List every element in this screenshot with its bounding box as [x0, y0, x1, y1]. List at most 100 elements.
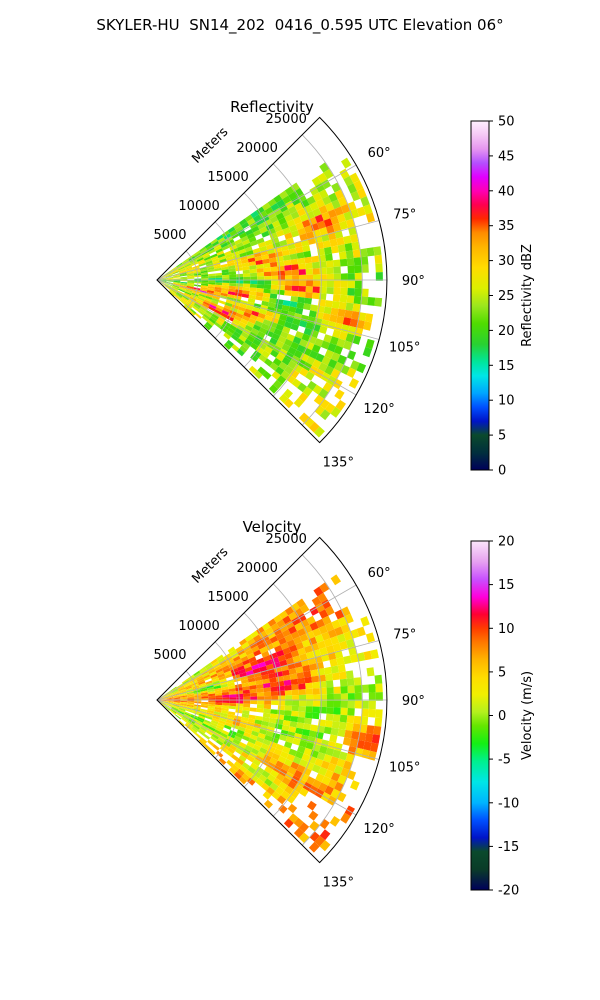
echo-bin — [214, 690, 222, 694]
echo-bin — [228, 285, 236, 290]
echo-bin — [273, 207, 282, 216]
echo-bin — [216, 654, 224, 661]
echo-bin — [296, 252, 305, 259]
echo-bin — [166, 701, 174, 704]
echo-bin — [326, 707, 334, 715]
echo-bin — [222, 277, 230, 281]
echo-bin — [223, 320, 231, 328]
echo-bin — [268, 722, 276, 729]
echo-bin — [265, 330, 274, 338]
echo-bin — [207, 739, 215, 747]
echo-bin — [221, 691, 230, 696]
echo-bin — [207, 686, 215, 691]
echo-bin — [187, 703, 195, 706]
echo-bin — [261, 350, 271, 359]
echo-bin — [326, 680, 334, 688]
echo-bin — [288, 205, 297, 215]
echo-bin — [270, 769, 279, 778]
echo-bin — [336, 338, 346, 348]
echo-bin — [232, 721, 241, 727]
echo-bin — [269, 297, 277, 304]
echo-bin — [257, 280, 265, 285]
echo-bin — [185, 686, 193, 690]
echo-bin — [180, 283, 187, 286]
echo-bin — [196, 257, 204, 262]
echo-bin — [356, 319, 365, 330]
echo-bin — [340, 693, 348, 701]
echo-bin — [208, 700, 216, 703]
echo-bin — [216, 250, 225, 256]
echo-bin — [284, 710, 292, 716]
echo-bin — [201, 280, 209, 283]
echo-bin — [286, 219, 296, 228]
echo-bin — [221, 271, 230, 276]
echo-bin — [285, 237, 295, 245]
echo-bin — [325, 713, 334, 721]
echo-bin — [172, 690, 179, 694]
echo-bin — [353, 295, 362, 305]
reflectivity-sector-frame — [156, 116, 388, 444]
echo-bin — [159, 280, 166, 284]
echo-bin — [371, 734, 381, 744]
echo-bin — [208, 275, 216, 279]
echo-bin — [240, 318, 249, 325]
echo-bin — [346, 295, 355, 304]
echo-bin — [186, 268, 194, 272]
echo-bin — [253, 649, 262, 657]
echo-bin — [323, 726, 332, 735]
echo-bin — [198, 739, 206, 746]
echo-bin — [238, 668, 246, 675]
echo-bin — [344, 729, 353, 739]
echo-bin — [169, 290, 176, 295]
colorbar-tick-label: 5 — [498, 665, 506, 680]
echo-bin — [306, 280, 314, 287]
echo-bin — [333, 345, 343, 355]
echo-bin — [239, 652, 247, 659]
echo-bin — [299, 274, 307, 281]
echo-bin — [214, 286, 222, 291]
colorbar-tick-label: 0 — [498, 464, 506, 479]
echo-bin — [290, 678, 299, 685]
echo-bin — [339, 714, 348, 723]
echo-bin — [311, 344, 321, 354]
echo-bin — [236, 283, 244, 287]
echo-bin — [304, 645, 313, 654]
echo-bin — [222, 282, 230, 286]
echo-bin — [277, 285, 285, 291]
radial-axis-label: Meters — [189, 124, 231, 166]
echo-bin — [318, 782, 328, 792]
echo-bin — [179, 693, 187, 696]
echo-bin — [274, 645, 283, 653]
echo-bin — [164, 285, 171, 290]
echo-bin — [312, 706, 320, 714]
echo-bin — [182, 295, 189, 301]
echo-bin — [242, 286, 250, 291]
echo-bin — [330, 307, 339, 316]
echo-bin — [283, 715, 292, 722]
echo-bin — [324, 246, 332, 255]
echo-bin — [296, 672, 305, 679]
echo-bin — [292, 700, 300, 706]
echo-bin — [164, 690, 171, 695]
echo-bin — [334, 206, 344, 216]
echo-bin — [201, 703, 209, 707]
echo-bin — [215, 248, 223, 254]
echo-bin — [284, 270, 292, 276]
echo-bin — [249, 707, 257, 712]
echo-bin — [281, 249, 290, 256]
echo-bin — [275, 212, 285, 221]
echo-bin — [250, 660, 258, 667]
echo-bin — [284, 232, 293, 240]
echo-bin — [245, 305, 254, 311]
echo-bin — [315, 773, 325, 783]
echo-bin — [186, 271, 194, 275]
echo-bin — [349, 318, 358, 328]
echo-bin — [304, 717, 312, 725]
echo-bin — [205, 310, 213, 316]
echo-bin — [228, 271, 237, 275]
echo-bin — [303, 204, 313, 214]
echo-bin — [255, 679, 263, 685]
echo-bin — [166, 278, 174, 280]
echo-bin — [284, 264, 292, 271]
colorbar-tick-label: 15 — [498, 578, 515, 593]
